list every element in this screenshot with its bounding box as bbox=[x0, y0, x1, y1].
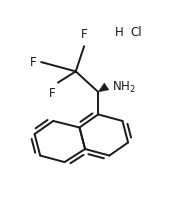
Text: Cl: Cl bbox=[130, 26, 142, 39]
Text: NH$_2$: NH$_2$ bbox=[112, 80, 136, 95]
Polygon shape bbox=[98, 83, 109, 92]
Text: H: H bbox=[115, 26, 124, 39]
Text: F: F bbox=[49, 87, 55, 100]
Text: F: F bbox=[81, 28, 88, 42]
Text: F: F bbox=[30, 56, 36, 68]
